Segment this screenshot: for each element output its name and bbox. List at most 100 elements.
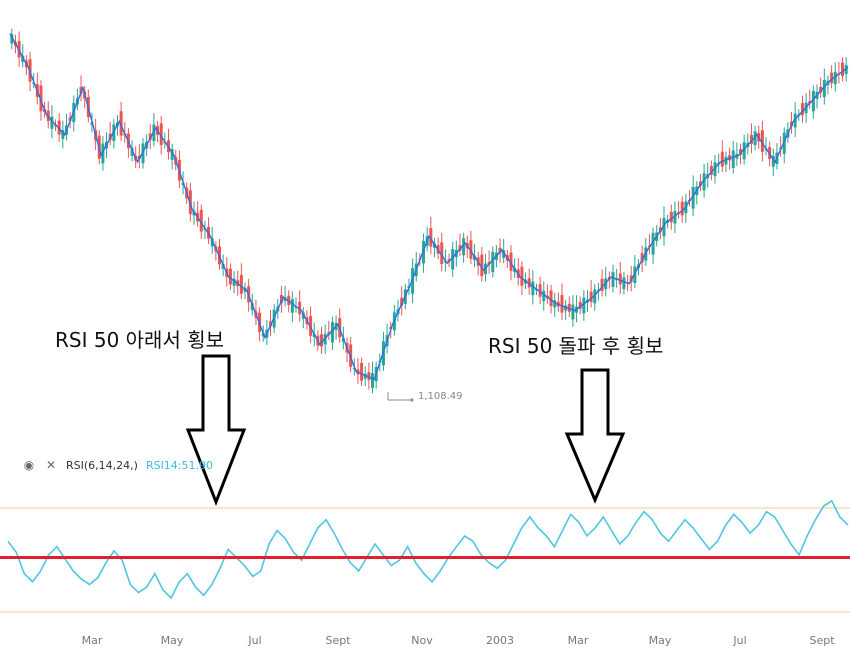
- candle-body: [742, 142, 746, 160]
- candle-body: [553, 300, 557, 308]
- candle-body: [159, 123, 163, 146]
- candle-body: [702, 173, 706, 191]
- candle-body: [618, 273, 622, 285]
- candle-body: [800, 103, 804, 116]
- candle-body: [101, 143, 105, 164]
- rsi-toolbar: ◉ ✕ RSI(6,14,24,) RSI14:51.90: [22, 455, 213, 475]
- candle-body: [819, 86, 823, 93]
- candle-body: [822, 80, 826, 98]
- candle-body: [739, 149, 743, 155]
- candle-body: [462, 238, 466, 256]
- candle-body: [753, 131, 757, 146]
- candle-body: [833, 71, 837, 85]
- rsi-indicator-label[interactable]: RSI(6,14,24,): [66, 458, 138, 472]
- down-arrow-right: [564, 368, 626, 504]
- low-marker-dot: [410, 398, 414, 402]
- candle-body: [593, 289, 597, 304]
- x-axis: Mar May Jul Sept Nov 2003 Mar May Jul Sept: [82, 634, 836, 647]
- candle-body: [520, 266, 524, 286]
- candle-body: [228, 268, 232, 285]
- down-arrow-right-shape: [564, 368, 626, 504]
- candle-body: [57, 120, 61, 135]
- candle-body: [830, 72, 834, 83]
- candle-body: [793, 113, 797, 128]
- candle-body: [720, 151, 724, 167]
- candle-body: [210, 238, 214, 247]
- candle-body: [669, 211, 673, 223]
- x-tick-label: May: [161, 634, 184, 647]
- candle-body: [578, 301, 582, 309]
- candle-body: [309, 316, 313, 336]
- candle-body: [498, 247, 502, 254]
- candle-body: [170, 149, 174, 160]
- candle-body: [367, 372, 371, 381]
- price-low-label: 1,108.49: [418, 391, 463, 402]
- candle-body: [713, 162, 717, 177]
- candle-body: [480, 254, 484, 277]
- candle-body: [320, 334, 324, 347]
- candle-body: [502, 250, 506, 258]
- eye-icon[interactable]: ◉: [23, 458, 35, 472]
- candle-body: [709, 166, 713, 175]
- candle-body: [232, 278, 236, 286]
- candle-body: [749, 134, 753, 144]
- rsi-line: [7, 499, 849, 600]
- candle-body: [440, 242, 444, 265]
- x-tick-label: Mar: [82, 634, 103, 647]
- rsi-value-label: RSI14:51.90: [145, 458, 214, 472]
- candle-body: [549, 290, 553, 307]
- candle-body: [141, 143, 145, 164]
- candle-body: [371, 373, 375, 388]
- candle-body: [279, 295, 283, 304]
- x-tick-label: Jul: [732, 634, 746, 647]
- candle-body: [567, 303, 571, 312]
- candle-body: [239, 274, 243, 294]
- low-marker: [387, 392, 414, 402]
- price-moving-average-line: [9, 33, 849, 381]
- candle-body: [458, 245, 462, 251]
- candle-body: [451, 249, 455, 270]
- candle-body: [429, 228, 433, 247]
- candle-body: [531, 281, 535, 296]
- candle-body: [782, 132, 786, 154]
- candle-body: [811, 90, 815, 112]
- candle-body: [10, 34, 14, 44]
- candle-body: [21, 55, 25, 62]
- candle-body: [771, 155, 775, 167]
- candle-body: [640, 253, 644, 263]
- x-tick-label: Sept: [809, 634, 835, 647]
- x-tick-label: Sept: [325, 634, 351, 647]
- x-tick-label: May: [649, 634, 672, 647]
- candle-body: [290, 299, 294, 313]
- candle-body: [538, 284, 542, 297]
- candle-body: [469, 240, 473, 259]
- annotation-right: RSI 50 돌파 후 횡보: [488, 334, 664, 358]
- candle-body: [491, 251, 495, 273]
- candle-body: [651, 232, 655, 255]
- candle-body: [50, 116, 54, 129]
- candle-body: [611, 272, 615, 287]
- annotation-left: RSI 50 아래서 횡보: [55, 328, 225, 352]
- down-arrow-left-shape: [185, 354, 247, 507]
- x-tick-label: Jul: [247, 634, 261, 647]
- candle-body: [509, 252, 513, 271]
- candle-body: [629, 275, 633, 282]
- candle-body: [582, 297, 586, 314]
- candle-body: [760, 130, 764, 152]
- candle-body: [600, 278, 604, 292]
- candle-body: [330, 322, 334, 343]
- candle-body: [119, 111, 123, 136]
- close-icon[interactable]: ✕: [45, 458, 57, 472]
- candle-body: [560, 295, 564, 313]
- candle-body: [39, 85, 43, 112]
- candle-body: [130, 147, 134, 156]
- x-tick-label: Mar: [568, 634, 589, 647]
- candle-body: [61, 130, 65, 139]
- candle-body: [673, 211, 677, 224]
- candle-body: [360, 362, 364, 381]
- candle-body: [542, 290, 546, 302]
- candle-body: [108, 133, 112, 140]
